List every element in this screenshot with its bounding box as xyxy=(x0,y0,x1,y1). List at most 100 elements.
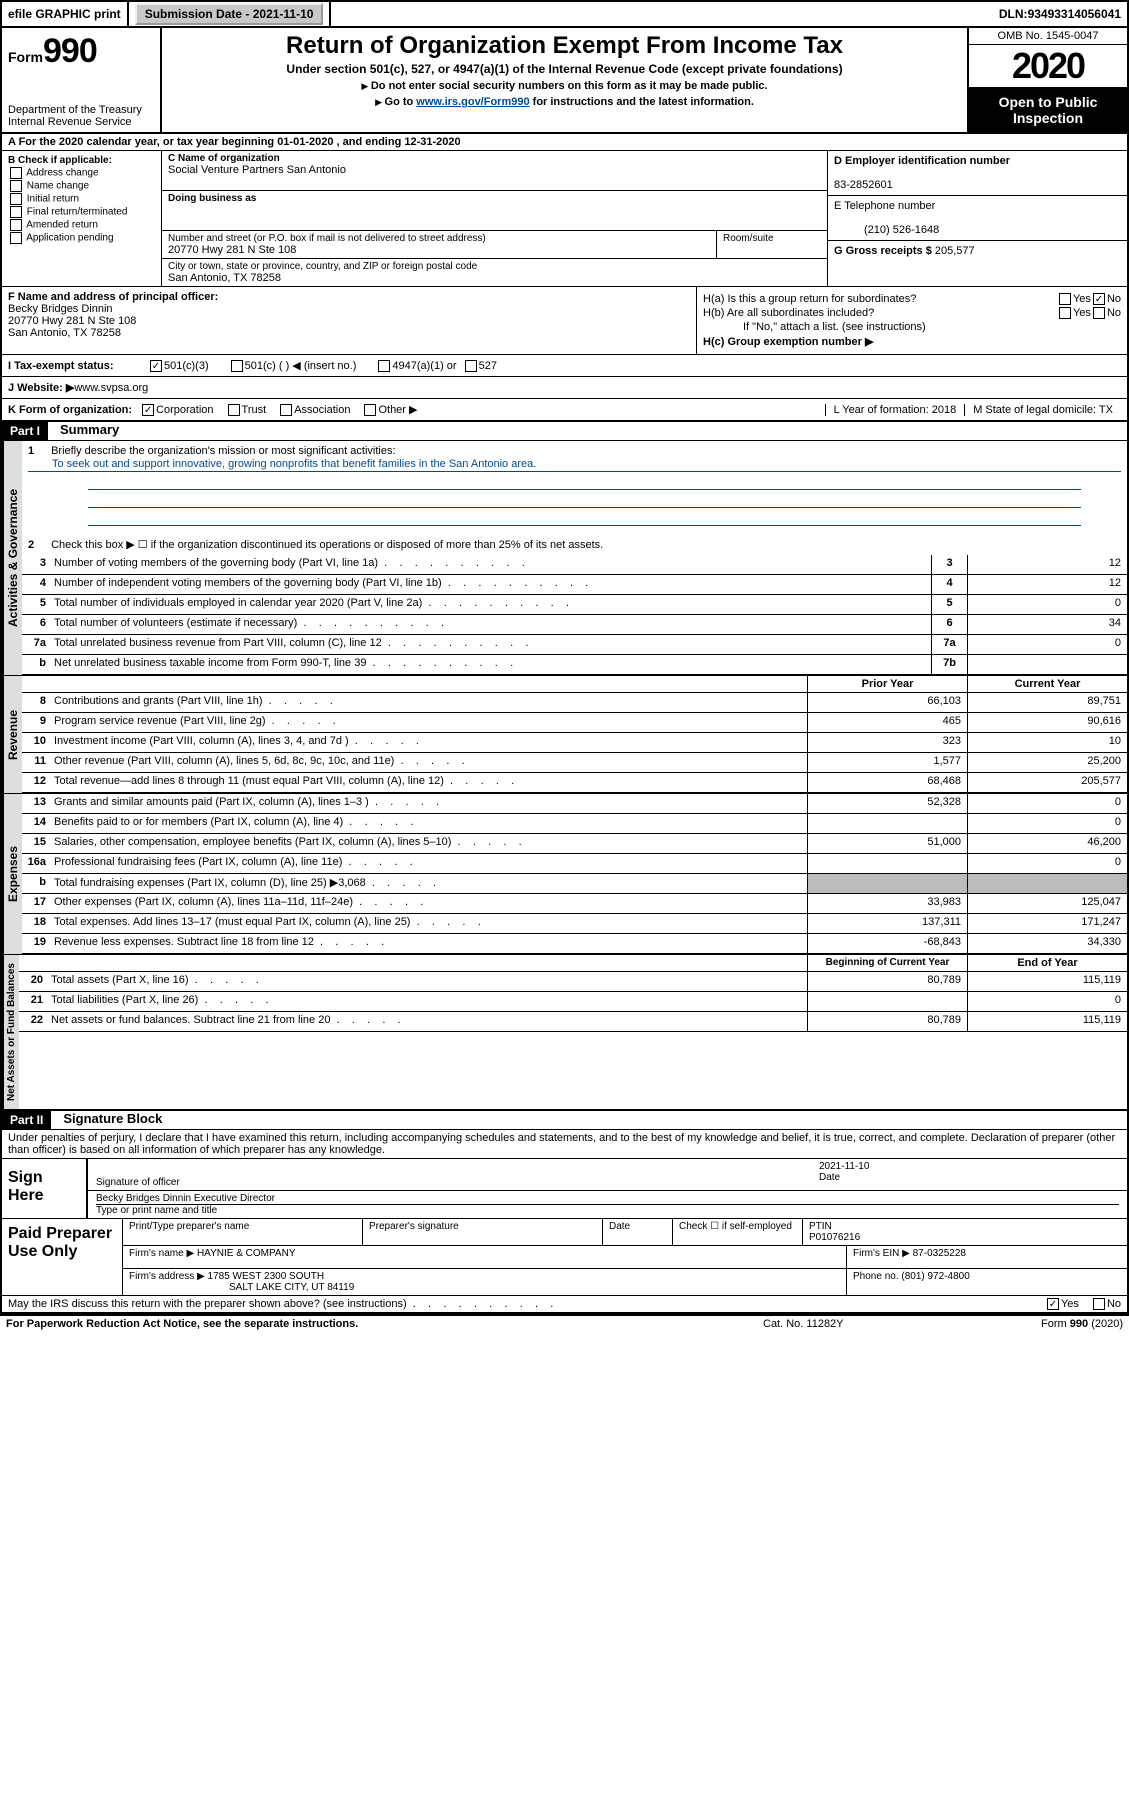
form990-link[interactable]: www.irs.gov/Form990 xyxy=(416,96,529,108)
prior-value: 323 xyxy=(807,733,967,752)
prior-value xyxy=(807,992,967,1011)
chk-association[interactable] xyxy=(280,404,292,416)
sig-officer-line: Signature of officer 2021-11-10 Date xyxy=(86,1159,1127,1191)
open-inspection: Open to Public Inspection xyxy=(969,88,1127,132)
chk-address-change[interactable]: Address change xyxy=(8,167,155,179)
omb-number: OMB No. 1545-0047 xyxy=(969,28,1127,45)
org-name: Social Venture Partners San Antonio xyxy=(168,164,821,176)
line-value: 34 xyxy=(967,615,1127,634)
line-num: b xyxy=(22,874,50,893)
firm-ein-value: 87-0325228 xyxy=(913,1248,966,1259)
officer-addr2: San Antonio, TX 78258 xyxy=(8,327,121,339)
discuss-yes-checkbox[interactable]: ✓ xyxy=(1047,1298,1059,1310)
discuss-row: May the IRS discuss this return with the… xyxy=(2,1296,1127,1314)
net-content: Beginning of Current Year End of Year 20… xyxy=(19,955,1127,1109)
h-a-yes-checkbox[interactable] xyxy=(1059,293,1071,305)
block-bcdeg: B Check if applicable: Address change Na… xyxy=(2,151,1127,287)
prior-value: 137,311 xyxy=(807,914,967,933)
gov-line-4: 4 Number of independent voting members o… xyxy=(22,575,1127,595)
line-value: 12 xyxy=(967,555,1127,574)
chk-application-pending[interactable]: Application pending xyxy=(8,232,155,244)
city-label: City or town, state or province, country… xyxy=(168,261,821,272)
line-box: 7a xyxy=(931,635,967,654)
firm-ein-label: Firm's EIN ▶ xyxy=(853,1248,913,1259)
current-value: 10 xyxy=(967,733,1127,752)
line-num: 3 xyxy=(22,555,50,574)
current-value: 46,200 xyxy=(967,834,1127,853)
chk-other[interactable] xyxy=(364,404,376,416)
chk-amended-return[interactable]: Amended return xyxy=(8,219,155,231)
chk-final-return[interactable]: Final return/terminated xyxy=(8,206,155,218)
h-b-label: H(b) Are all subordinates included? xyxy=(703,307,1057,319)
line-num: 20 xyxy=(19,972,47,991)
header-note2: Go to www.irs.gov/Form990 for instructio… xyxy=(170,96,959,108)
form-subtitle: Under section 501(c), 527, or 4947(a)(1)… xyxy=(170,62,959,76)
box-b: B Check if applicable: Address change Na… xyxy=(2,151,162,286)
revenue-content: Prior Year Current Year 8 Contributions … xyxy=(22,676,1127,793)
chk-501c[interactable] xyxy=(231,360,243,372)
firm-ein-cell: Firm's EIN ▶ 87-0325228 xyxy=(847,1246,1127,1268)
rev-line-10: 10 Investment income (Part VIII, column … xyxy=(22,733,1127,753)
line-num: b xyxy=(22,655,50,674)
discuss-no-checkbox[interactable] xyxy=(1093,1298,1105,1310)
prep-date-label: Date xyxy=(603,1219,673,1245)
part-ii-header: Part II Signature Block xyxy=(2,1111,1127,1130)
line-num: 12 xyxy=(22,773,50,792)
prep-row-3: Firm's address ▶ 1785 WEST 2300 SOUTH SA… xyxy=(123,1269,1127,1295)
block-fh: F Name and address of principal officer:… xyxy=(2,287,1127,355)
perjury-declaration: Under penalties of perjury, I declare th… xyxy=(2,1130,1127,1159)
form-header: Form990 Department of the Treasury Inter… xyxy=(2,28,1127,134)
line-num: 6 xyxy=(22,615,50,634)
org-name-cell: C Name of organization Social Venture Pa… xyxy=(162,151,827,191)
exp-line-14: 14 Benefits paid to or for members (Part… xyxy=(22,814,1127,834)
current-value: 115,119 xyxy=(967,1012,1127,1031)
mission-text: To seek out and support innovative, grow… xyxy=(28,457,1121,472)
net-hdr-spacer xyxy=(19,955,807,971)
address-row: Number and street (or P.O. box if mail i… xyxy=(162,231,827,259)
officer-label: F Name and address of principal officer: xyxy=(8,291,218,303)
website-value: www.svpsa.org xyxy=(74,382,148,394)
line-a: A For the 2020 calendar year, or tax yea… xyxy=(2,134,1127,151)
dba-label: Doing business as xyxy=(168,193,821,204)
q1-block: 1 Briefly describe the organization's mi… xyxy=(22,441,1127,534)
typed-name-value: Becky Bridges Dinnin Executive Director xyxy=(96,1193,1119,1205)
exp-line-19: 19 Revenue less expenses. Subtract line … xyxy=(22,934,1127,954)
line-box: 5 xyxy=(931,595,967,614)
chk-corporation[interactable]: ✓ xyxy=(142,404,154,416)
ein-label: D Employer identification number xyxy=(834,155,1010,167)
ein-value: 83-2852601 xyxy=(834,179,893,191)
prior-value: 80,789 xyxy=(807,972,967,991)
tab-governance: Activities & Governance xyxy=(2,441,22,675)
col-end: End of Year xyxy=(967,955,1127,971)
chk-527[interactable] xyxy=(465,360,477,372)
chk-initial-return[interactable]: Initial return xyxy=(8,193,155,205)
city-cell: City or town, state or province, country… xyxy=(162,259,827,286)
gov-line-6: 6 Total number of volunteers (estimate i… xyxy=(22,615,1127,635)
firm-phone-label: Phone no. xyxy=(853,1271,901,1282)
dln-cell: DLN: 93493314056041 xyxy=(993,2,1127,26)
street-cell: Number and street (or P.O. box if mail i… xyxy=(162,231,717,258)
prep-row-2: Firm's name ▶ HAYNIE & COMPANY Firm's EI… xyxy=(123,1246,1127,1269)
chk-trust[interactable] xyxy=(228,404,240,416)
exp-line-16a: 16a Professional fundraising fees (Part … xyxy=(22,854,1127,874)
chk-501c3[interactable]: ✓ xyxy=(150,360,162,372)
mission-blank-1 xyxy=(88,476,1081,490)
chk-name-change[interactable]: Name change xyxy=(8,180,155,192)
q2-text: Check this box ▶ ☐ if the organization d… xyxy=(51,539,603,551)
prior-value: -68,843 xyxy=(807,934,967,953)
line-num: 18 xyxy=(22,914,50,933)
chk-4947[interactable] xyxy=(378,360,390,372)
line-text: Professional fundraising fees (Part IX, … xyxy=(50,854,807,873)
line-text: Salaries, other compensation, employee b… xyxy=(50,834,807,853)
section-governance: Activities & Governance 1 Briefly descri… xyxy=(2,441,1127,676)
line-text: Total revenue—add lines 8 through 11 (mu… xyxy=(50,773,807,792)
h-b-yes-checkbox[interactable] xyxy=(1059,307,1071,319)
firm-addr-label: Firm's address ▶ xyxy=(129,1271,208,1282)
ptin-value: P01076216 xyxy=(809,1232,860,1243)
h-a-no-checkbox[interactable]: ✓ xyxy=(1093,293,1105,305)
submission-button[interactable]: Submission Date - 2021-11-10 xyxy=(135,3,324,25)
exp-line-b: b Total fundraising expenses (Part IX, c… xyxy=(22,874,1127,894)
header-left: Form990 Department of the Treasury Inter… xyxy=(2,28,162,132)
current-value: 89,751 xyxy=(967,693,1127,712)
h-b-no-checkbox[interactable] xyxy=(1093,307,1105,319)
